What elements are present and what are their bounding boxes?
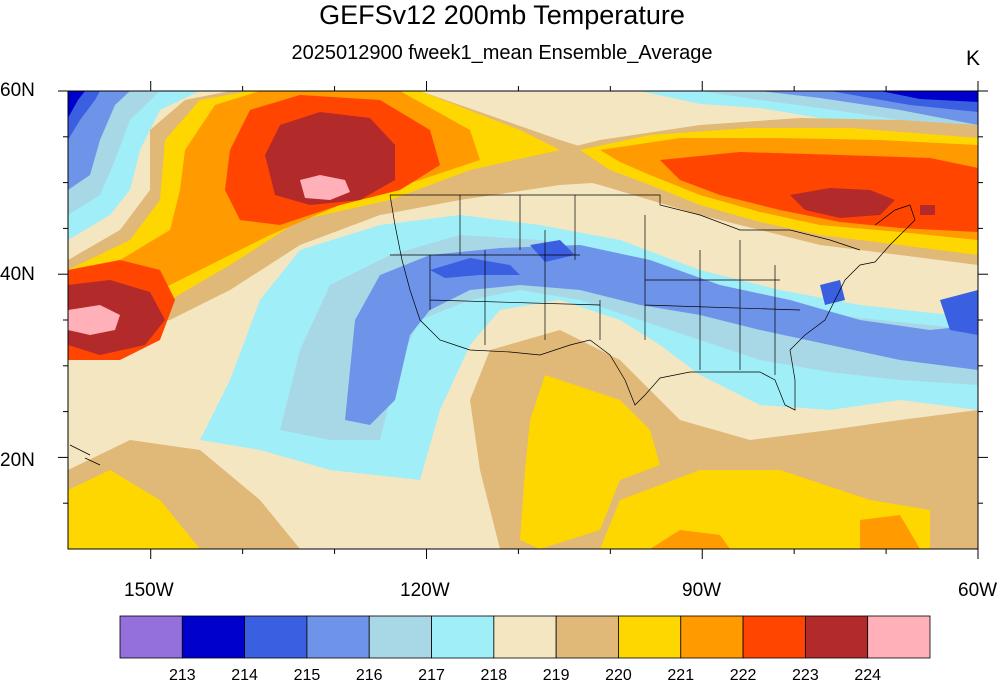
colorbar-swatch (804, 615, 869, 659)
band-224-ne (790, 188, 935, 218)
tick-marks (58, 81, 988, 559)
lat-label-20n: 20N (0, 450, 35, 471)
chart-title: GEFSv12 200mb Temperature (319, 0, 685, 30)
colorbar-label: 223 (792, 667, 819, 684)
colorbar-swatch (555, 615, 619, 659)
colorbar-label: 218 (480, 667, 508, 684)
band-216-central (345, 245, 978, 425)
colorbar-label: 217 (418, 667, 445, 684)
colorbar-label: 215 (293, 667, 321, 684)
band-221-south (68, 375, 930, 549)
lat-label-60n: 60N (0, 80, 35, 101)
colorbar-label: 213 (168, 667, 196, 684)
colorbar-swatch (368, 615, 432, 659)
colorbar-swatch (244, 615, 308, 659)
colorbar-label: 222 (729, 667, 757, 684)
colorbar-label: 220 (605, 667, 632, 684)
chart-subtitle: 2025012900 fweek1_mean Ensemble_Average (291, 42, 713, 64)
band-225-nepac (68, 175, 350, 335)
lon-label-150w: 150W (124, 580, 174, 601)
colorbar-swatch (431, 615, 495, 659)
colorbar-label: 219 (542, 667, 570, 684)
colorbar-swatch (119, 615, 183, 659)
colorbar-label: 221 (667, 667, 695, 684)
units-label: K (966, 47, 981, 70)
lon-label-60w: 60W (958, 580, 998, 601)
colorbar-swatch (742, 615, 806, 659)
colorbar-swatch (680, 615, 744, 659)
lon-label-90w: 90W (682, 580, 722, 601)
colorbar-label: 216 (355, 667, 383, 684)
lat-label-40n: 40N (0, 264, 35, 285)
colorbar-swatch (306, 615, 370, 659)
colorbar-swatch (493, 615, 557, 659)
band-224-nepac (68, 112, 395, 355)
band-222-south (650, 515, 920, 549)
contour-fill-layer (68, 91, 978, 549)
coastline-layer (69, 194, 916, 466)
colorbar-swatch (618, 615, 682, 659)
colorbar-swatch (181, 615, 246, 659)
colorbar-swatch (867, 615, 931, 659)
lon-label-120w: 120W (400, 580, 450, 601)
colorbar-label: 214 (231, 667, 258, 684)
colorbar-label: 224 (854, 667, 882, 684)
band-215-north (68, 91, 978, 140)
